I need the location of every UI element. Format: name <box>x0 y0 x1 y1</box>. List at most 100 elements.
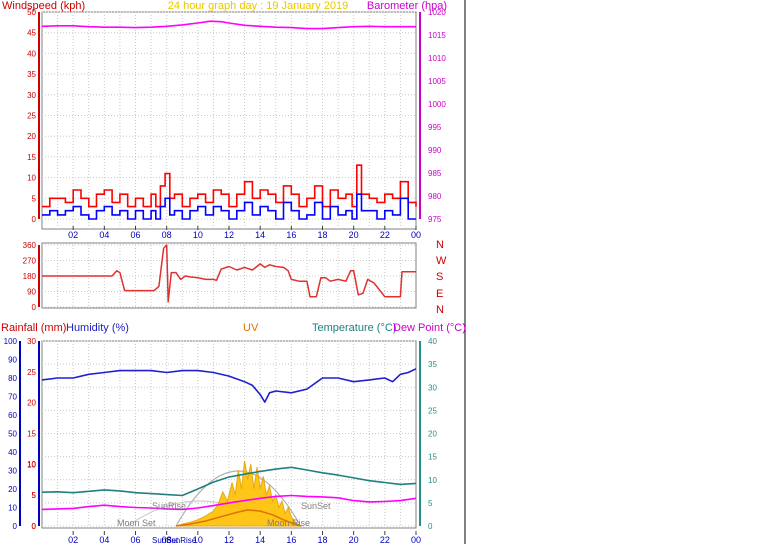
series-barometer <box>41 20 416 30</box>
series-wind-direction <box>42 244 416 303</box>
temperature-tick-40: 40 <box>428 337 437 346</box>
temp-xtick-label-18: 18 <box>317 535 327 544</box>
wind-xtick-label-12: 12 <box>224 230 234 240</box>
temp-xtick-label-16: 16 <box>286 535 296 544</box>
direction-tick-180: 180 <box>23 272 37 281</box>
rainfall-tick-0: 0 <box>32 522 37 531</box>
wind-xtick-label-00: 00 <box>411 230 421 240</box>
rainfall-tick-5: 5 <box>32 491 37 500</box>
windspeed-tick-30: 30 <box>27 91 36 100</box>
wind-xtick-label-06: 06 <box>130 230 140 240</box>
windspeed-tick-45: 45 <box>27 29 36 38</box>
dewpoint-axis-title: Dew Point (°C) <box>393 322 466 334</box>
temp-xtick-label-08: 08 <box>162 535 172 544</box>
barometer-tick-980: 980 <box>428 192 442 201</box>
wind-xtick-label-08: 08 <box>162 230 172 240</box>
direction-label-e: E <box>436 288 443 300</box>
temperature-tick-35: 35 <box>428 360 437 369</box>
barometer-tick-975: 975 <box>428 215 442 224</box>
windspeed-tick-20: 20 <box>27 132 36 141</box>
wind-xtick-label-16: 16 <box>286 230 296 240</box>
axes-layer: 0510152025303540455097598098599099510001… <box>4 8 447 544</box>
wind-xtick-label-20: 20 <box>349 230 359 240</box>
sunrise-bottom-label: SunRise <box>166 536 197 544</box>
sunset-label: SunSet <box>301 501 331 511</box>
barometer-tick-1015: 1015 <box>428 31 446 40</box>
windspeed-tick-5: 5 <box>32 194 37 203</box>
humidity-tick-80: 80 <box>8 374 17 383</box>
humidity-tick-70: 70 <box>8 393 17 402</box>
direction-tick-360: 360 <box>23 241 37 250</box>
temperature-tick-5: 5 <box>428 499 433 508</box>
direction-tick-270: 270 <box>23 257 37 266</box>
temp-xtick-label-04: 04 <box>99 535 109 544</box>
direction-tick-0: 0 <box>32 303 37 312</box>
temperature-tick-0: 0 <box>428 522 433 531</box>
humidity-tick-10: 10 <box>8 504 17 513</box>
barometer-axis-title: Barometer (hpa) <box>367 0 447 12</box>
temperature-tick-20: 20 <box>428 430 437 439</box>
series-dewpoint <box>41 494 417 511</box>
barometer-tick-1010: 1010 <box>428 54 446 63</box>
temperature-tick-15: 15 <box>428 453 437 462</box>
uv-tick-5: 5 <box>32 491 37 500</box>
windspeed-tick-15: 15 <box>27 153 36 162</box>
temp-xtick-label-00: 00 <box>411 535 421 544</box>
temperature-axis-title: Temperature (°C) <box>312 322 396 334</box>
temperature-tick-25: 25 <box>428 406 437 415</box>
humidity-tick-90: 90 <box>8 356 17 365</box>
direction-label-s: S <box>436 271 443 283</box>
temp-xtick-label-10: 10 <box>193 535 203 544</box>
humidity-tick-60: 60 <box>8 411 17 420</box>
uv-axis-title: UV <box>243 322 259 334</box>
windspeed-axis-title: Windspeed (kph) <box>2 0 85 12</box>
moonrise-label: Moon Rise <box>267 518 310 528</box>
series-humidity <box>41 368 417 403</box>
rainfall-tick-25: 25 <box>27 368 36 377</box>
rainfall-axis-title: Rainfall (mm) <box>1 322 66 334</box>
moonset-label: Moon Set <box>117 518 156 528</box>
temp-xtick-label-14: 14 <box>255 535 265 544</box>
rainfall-tick-15: 15 <box>27 430 36 439</box>
wind-xtick-label-02: 02 <box>68 230 78 240</box>
temperature-tick-10: 10 <box>428 476 437 485</box>
barometer-tick-985: 985 <box>428 169 442 178</box>
barometer-tick-1000: 1000 <box>428 100 446 109</box>
direction-label-n-bottom: N <box>436 304 444 316</box>
barometer-tick-1020: 1020 <box>428 8 446 17</box>
humidity-tick-20: 20 <box>8 485 17 494</box>
temp-xtick-label-12: 12 <box>224 535 234 544</box>
grid-layer <box>42 11 416 528</box>
humidity-tick-30: 30 <box>8 467 17 476</box>
rainfall-tick-10: 10 <box>27 460 36 469</box>
rainfall-tick-30: 30 <box>27 337 36 346</box>
direction-label-w: W <box>436 255 447 267</box>
humidity-tick-100: 100 <box>4 337 18 346</box>
series-uv <box>175 509 301 527</box>
wind-xtick-label-04: 04 <box>99 230 109 240</box>
humidity-tick-0: 0 <box>13 522 18 531</box>
wind-xtick-label-22: 22 <box>380 230 390 240</box>
windspeed-tick-35: 35 <box>27 70 36 79</box>
uv-tick-0: 0 <box>32 522 37 531</box>
barometer-tick-1005: 1005 <box>428 77 446 86</box>
sunset-bottom-label: SunSet <box>152 536 179 544</box>
temp-xtick-label-20: 20 <box>349 535 359 544</box>
rainfall-tick-20: 20 <box>27 399 36 408</box>
windspeed-tick-50: 50 <box>27 8 36 17</box>
wind-xtick-label-10: 10 <box>193 230 203 240</box>
windspeed-tick-40: 40 <box>27 49 36 58</box>
series-solar-fill <box>175 460 303 527</box>
temp-xtick-label-22: 22 <box>380 535 390 544</box>
temp-xtick-label-02: 02 <box>68 535 78 544</box>
humidity-tick-50: 50 <box>8 430 17 439</box>
series-wind-average <box>42 193 416 220</box>
temperature-tick-30: 30 <box>428 383 437 392</box>
temp-xtick-label-06: 06 <box>130 535 140 544</box>
windspeed-tick-10: 10 <box>27 174 36 183</box>
uv-tick-10: 10 <box>27 460 36 469</box>
wind-xtick-label-18: 18 <box>317 230 327 240</box>
direction-label-n-top: N <box>436 239 444 251</box>
sunrise-label: SunRise <box>152 501 186 511</box>
